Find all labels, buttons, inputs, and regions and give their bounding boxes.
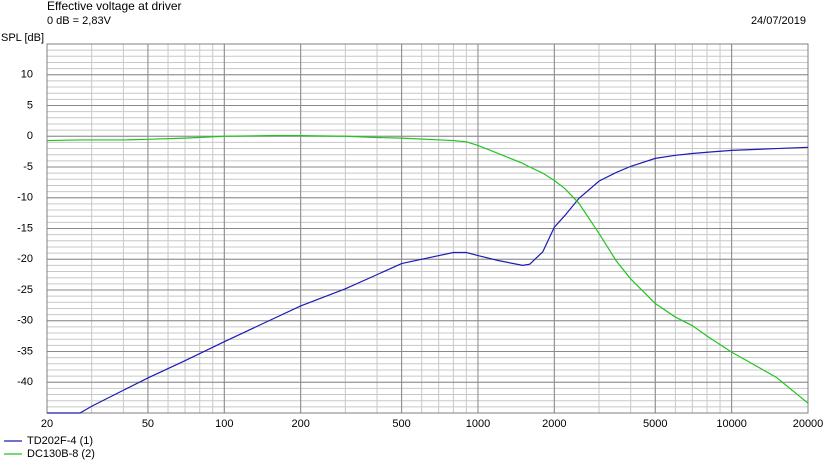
grid — [46, 43, 809, 414]
x-tick-label: 1000 — [466, 418, 490, 430]
plot-frame — [46, 43, 809, 414]
subtitle: 0 dB = 2,83V — [47, 15, 112, 27]
y-tick-label: -40 — [17, 376, 33, 388]
y-tick-label: -5 — [23, 161, 33, 173]
series-line — [47, 146, 809, 414]
series-line — [46, 135, 809, 404]
x-tick-label: 10000 — [716, 418, 747, 430]
x-tick-label: 100 — [215, 418, 233, 430]
chart-title: Effective voltage at driver — [47, 0, 182, 13]
y-tick-label: 0 — [27, 130, 33, 142]
y-tick-label: -30 — [17, 315, 33, 327]
x-tick-label: 2000 — [542, 418, 566, 430]
x-tick-label: 20000 — [793, 418, 824, 430]
legend-label: DC130B-8 (2) — [27, 448, 95, 460]
x-tick-label: 200 — [291, 418, 309, 430]
x-tick-label: 500 — [392, 418, 410, 430]
y-tick-label: 10 — [21, 69, 33, 81]
y-tick-label: -10 — [17, 192, 33, 204]
y-tick-label: -15 — [17, 222, 33, 234]
y-tick-label: -35 — [17, 345, 33, 357]
y-tick-label: -20 — [17, 253, 33, 265]
x-tick-label: 20 — [41, 418, 53, 430]
date: 24/07/2019 — [751, 15, 806, 27]
x-tick-label: 5000 — [643, 418, 667, 430]
legend-label: TD202F-4 (1) — [27, 435, 93, 447]
y-axis-label: SPL [dB] — [1, 32, 44, 44]
plot — [46, 135, 809, 414]
y-tick-label: -25 — [17, 284, 33, 296]
y-tick-label: 5 — [27, 99, 33, 111]
x-tick-label: 50 — [142, 418, 154, 430]
